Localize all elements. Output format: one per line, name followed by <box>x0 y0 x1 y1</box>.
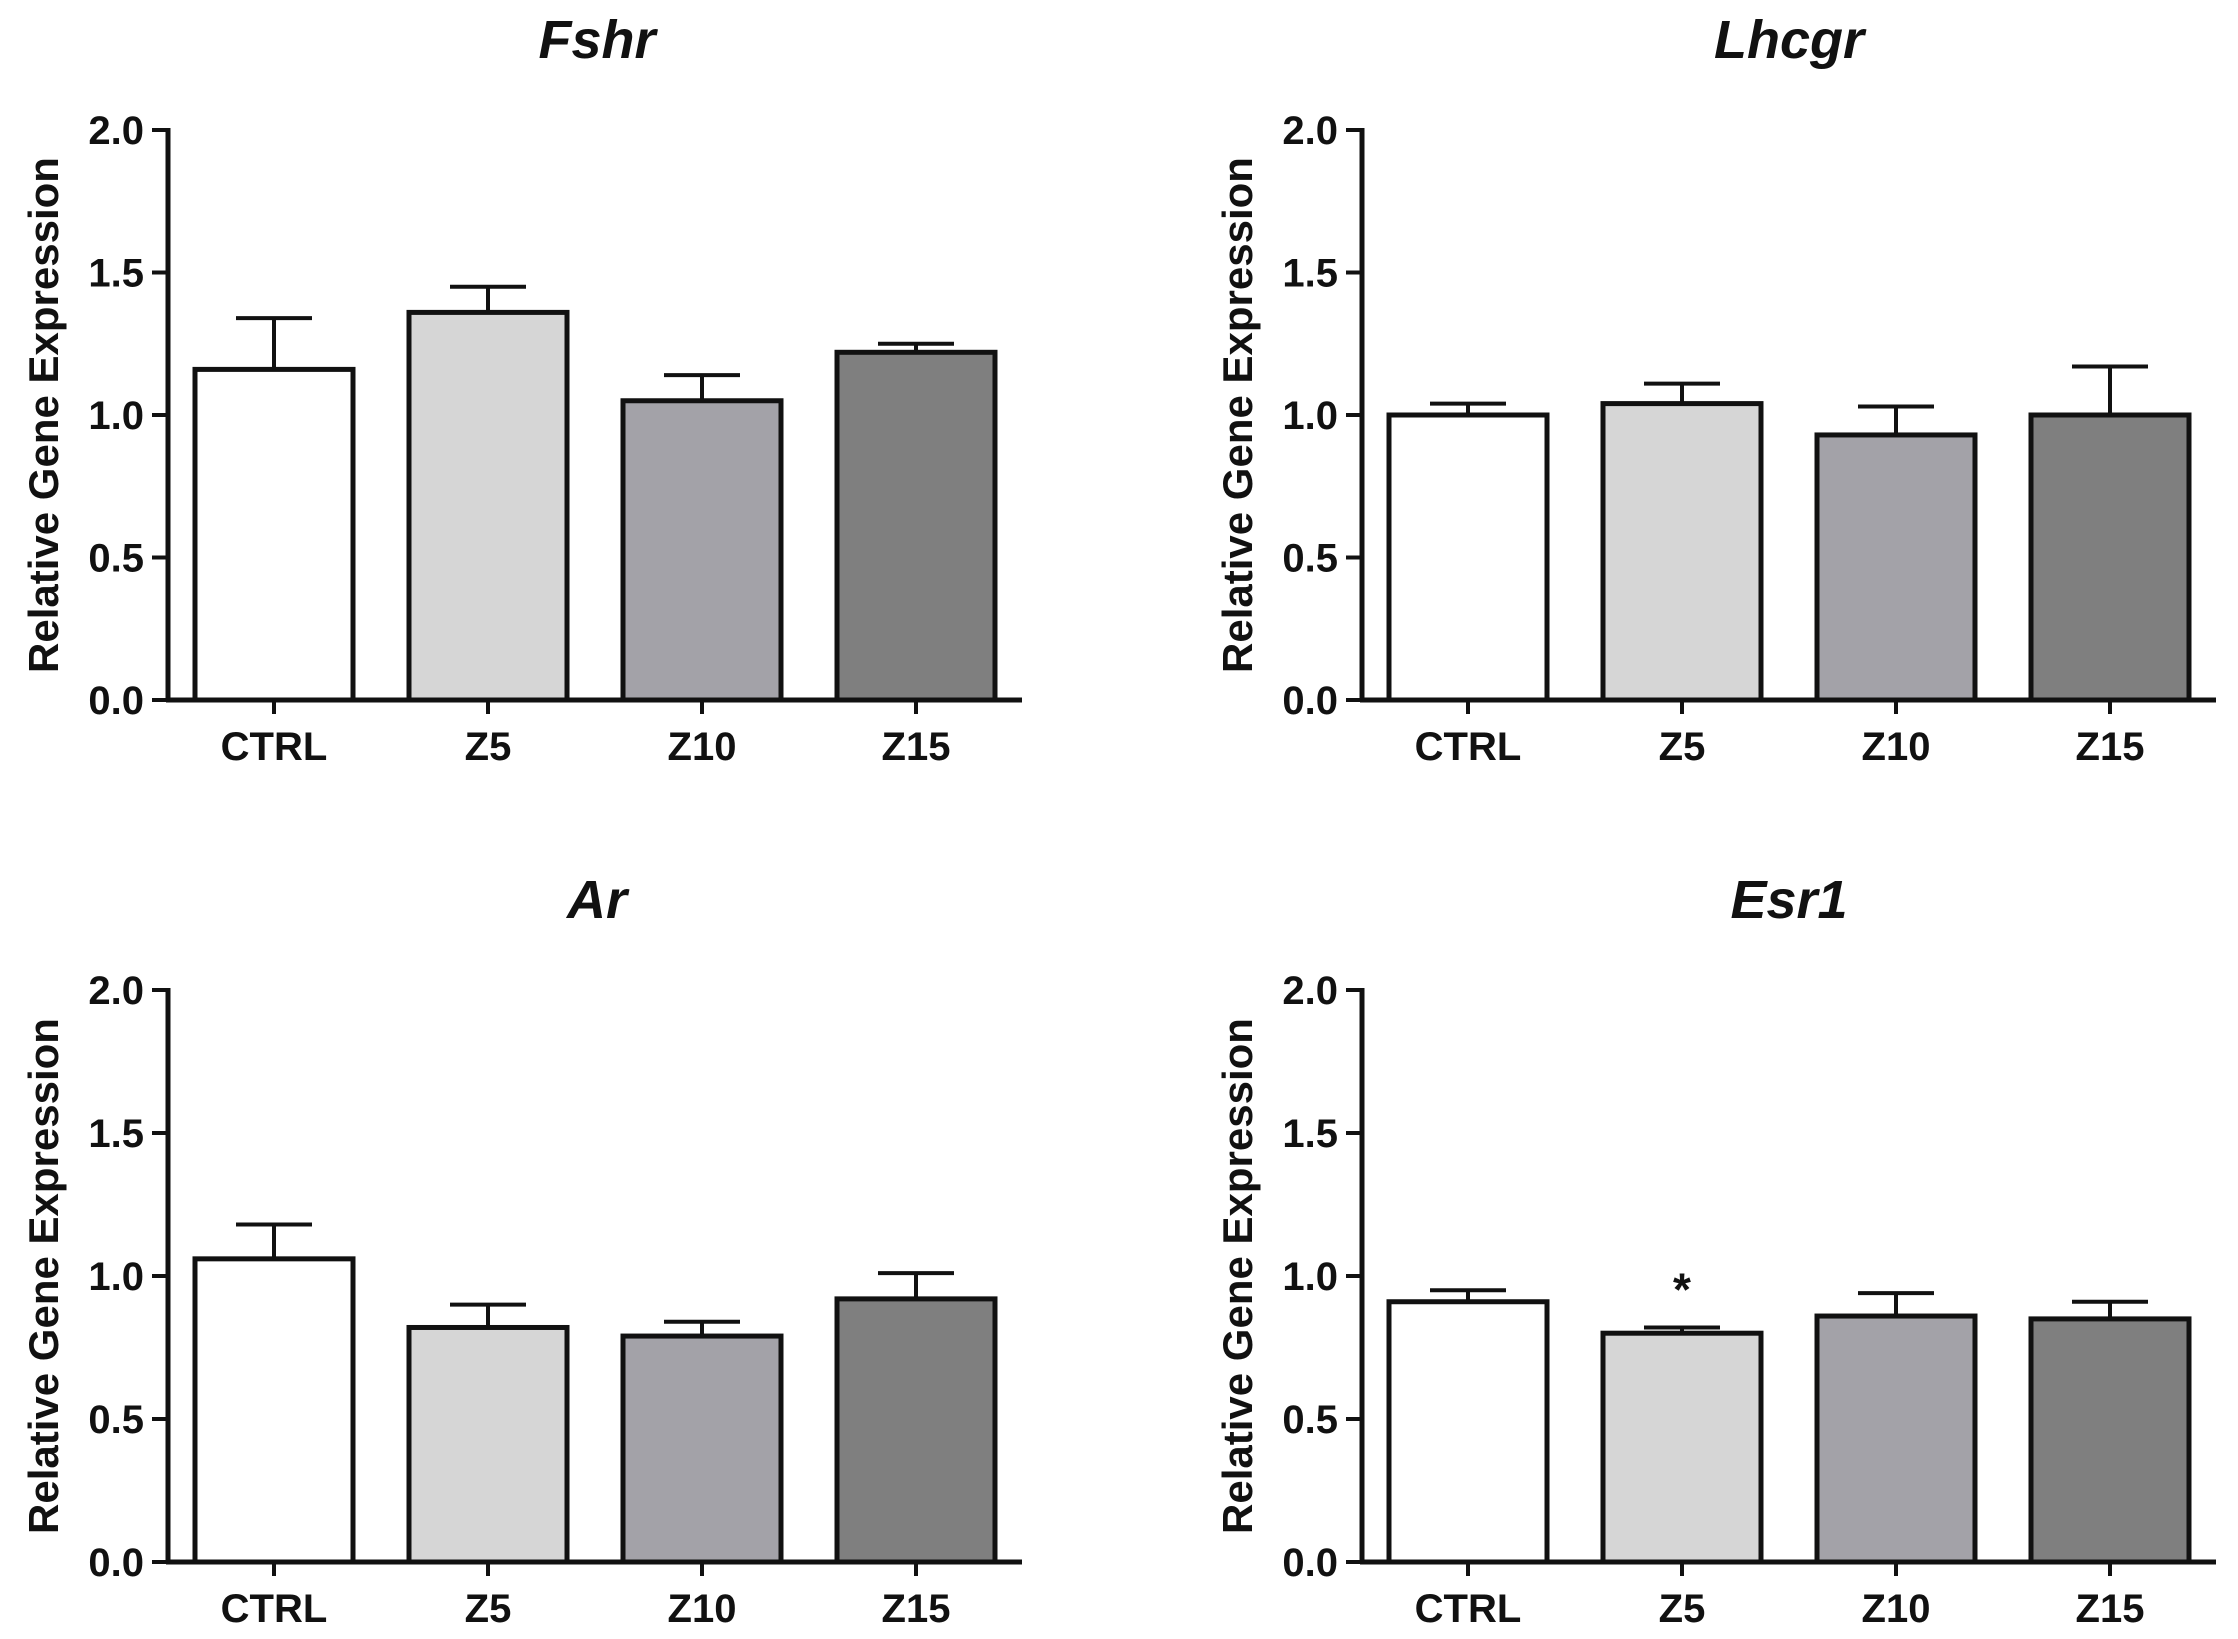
bar-z5 <box>1600 401 1764 703</box>
chart-title: Lhcgr <box>1714 10 1867 70</box>
panel-fshr: Fshr Relative Gene Expression 0.0 0.5 1.0 1.5… <box>20 10 1022 769</box>
category-label: CTRL <box>1415 725 1522 769</box>
chart-title: Fshr <box>538 10 658 70</box>
y-tick-label: 0.0 <box>88 679 144 723</box>
bar-z10 <box>620 1333 784 1565</box>
y-tick-label: 2.0 <box>1282 109 1338 153</box>
bar-z5 <box>1600 1330 1764 1565</box>
category-label: Z5 <box>465 1587 512 1631</box>
bar-ctrl <box>1386 1299 1550 1565</box>
category-label: Z10 <box>1862 725 1931 769</box>
bar-z5 <box>406 309 570 703</box>
y-tick-label: 2.0 <box>88 109 144 153</box>
y-axis-label: Relative Gene Expression <box>1214 1018 1261 1534</box>
category-label: CTRL <box>221 725 328 769</box>
y-tick-label: 0.0 <box>1282 1541 1338 1585</box>
category-label: Z15 <box>882 725 951 769</box>
panel-esr1: Esr1 Relative Gene Expression 0.0 0.5 1.0 1.5… <box>1214 870 2216 1631</box>
bar-z10 <box>620 398 784 703</box>
y-tick-label: 2.0 <box>1282 969 1338 1013</box>
y-tick-label: 0.0 <box>88 1541 144 1585</box>
bar-ctrl <box>1386 412 1550 703</box>
y-tick-label: 2.0 <box>88 969 144 1013</box>
category-label: Z5 <box>1659 725 1706 769</box>
category-label: Z5 <box>1659 1587 1706 1631</box>
category-label: CTRL <box>221 1587 328 1631</box>
bar-z15 <box>2028 1316 2192 1565</box>
category-label: Z15 <box>882 1587 951 1631</box>
y-axis-label: Relative Gene Expression <box>20 1018 67 1534</box>
panel-lhcgr: Lhcgr Relative Gene Expression 0.0 0.5 1.0 1.… <box>1214 10 2216 769</box>
panel-ar: Ar Relative Gene Expression 0.0 0.5 1.0 1.5 2.… <box>20 870 1022 1631</box>
y-tick-label: 0.5 <box>1282 1398 1338 1442</box>
y-tick-label: 0.5 <box>1282 537 1338 581</box>
bar-z15 <box>2028 412 2192 703</box>
category-label: Z10 <box>1862 1587 1931 1631</box>
bar-z5 <box>406 1324 570 1565</box>
y-tick-label: 1.0 <box>88 394 144 438</box>
category-label: Z5 <box>465 725 512 769</box>
y-tick-label: 1.5 <box>1282 1112 1338 1156</box>
y-tick-label: 1.0 <box>1282 1255 1338 1299</box>
y-tick-label: 0.0 <box>1282 679 1338 723</box>
y-tick-label: 1.5 <box>88 252 144 296</box>
bar-z15 <box>834 1296 998 1565</box>
significance-marker: * <box>1673 1263 1691 1315</box>
bar-z10 <box>1814 1313 1978 1565</box>
y-tick-label: 0.5 <box>88 1398 144 1442</box>
chart-title: Ar <box>565 870 630 930</box>
bar-ctrl <box>192 1256 356 1565</box>
y-tick-label: 1.5 <box>1282 252 1338 296</box>
bar-z10 <box>1814 432 1978 703</box>
category-label: Z10 <box>668 1587 737 1631</box>
y-tick-label: 1.0 <box>1282 394 1338 438</box>
y-tick-label: 1.5 <box>88 1112 144 1156</box>
bar-ctrl <box>192 366 356 703</box>
chart-title: Esr1 <box>1730 870 1847 930</box>
y-axis-label: Relative Gene Expression <box>20 157 67 673</box>
y-axis-label: Relative Gene Expression <box>1214 157 1261 673</box>
y-tick-label: 1.0 <box>88 1255 144 1299</box>
y-tick-label: 0.5 <box>88 537 144 581</box>
category-label: Z15 <box>2076 1587 2145 1631</box>
category-label: CTRL <box>1415 1587 1522 1631</box>
category-label: Z15 <box>2076 725 2145 769</box>
bar-z15 <box>834 349 998 703</box>
category-label: Z10 <box>668 725 737 769</box>
